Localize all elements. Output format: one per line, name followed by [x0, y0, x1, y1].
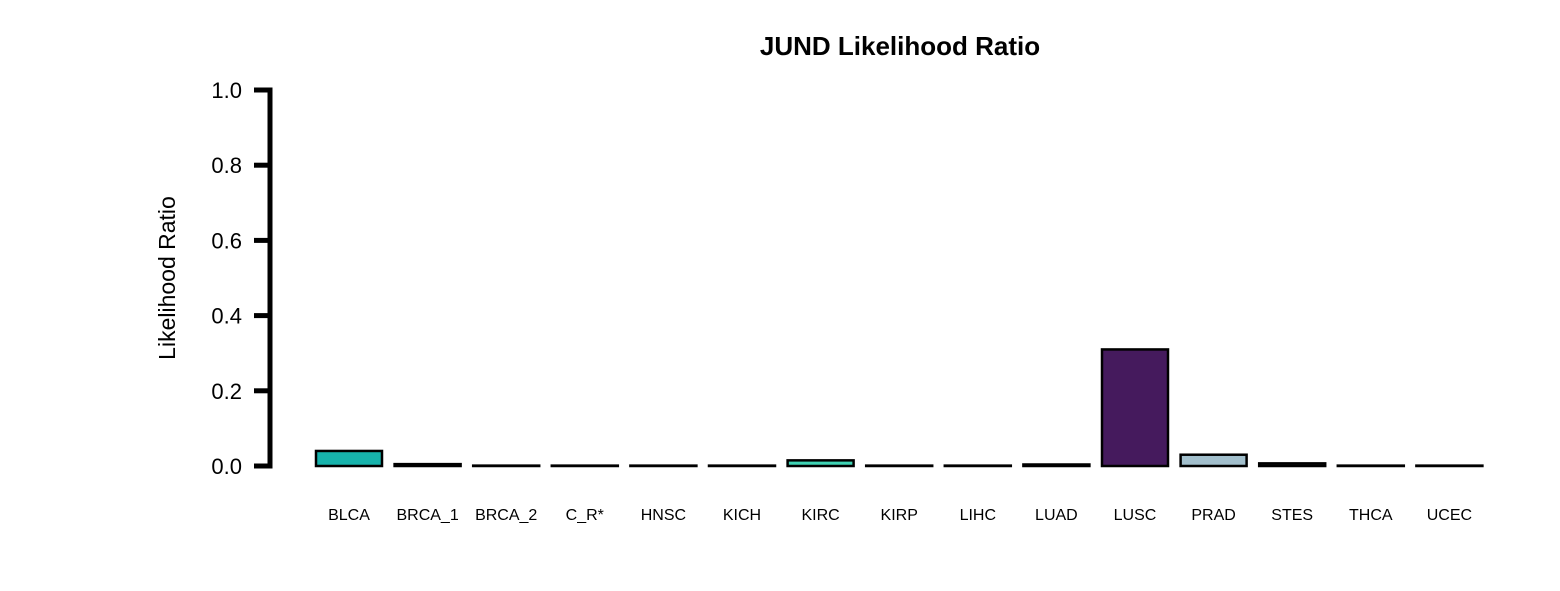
- x-tick-labels: BLCA BRCA_1 BRCA_2 C_R* HNSC KICH KIRC KIRP LIHC…: [328, 507, 1472, 524]
- bar-brca-1: [395, 464, 461, 466]
- y-tick-label: 0.2: [211, 379, 242, 404]
- bar-kirc: [788, 460, 854, 466]
- x-tick-label: PRAD: [1191, 507, 1235, 524]
- x-tick-label: C_R*: [566, 507, 604, 524]
- y-ticks: 0.0 0.2 0.4 0.6 0.8 1.0: [211, 78, 270, 479]
- x-tick-label: HNSC: [641, 507, 686, 524]
- x-tick-label: LUSC: [1114, 507, 1157, 524]
- x-tick-label: UCEC: [1427, 507, 1472, 524]
- x-tick-label: KICH: [723, 507, 761, 524]
- x-tick-label: THCA: [1349, 507, 1393, 524]
- bar-stes: [1259, 463, 1325, 466]
- y-tick-label: 0.4: [211, 304, 242, 329]
- bar-blca: [316, 451, 382, 466]
- bars: [316, 349, 1482, 466]
- x-tick-label: BRCA_1: [396, 507, 458, 524]
- y-tick-label: 0.8: [211, 153, 242, 178]
- x-tick-label: STES: [1271, 507, 1313, 524]
- y-tick-label: 0.0: [211, 454, 242, 479]
- y-tick-label: 0.6: [211, 228, 242, 253]
- y-tick-label: 1.0: [211, 78, 242, 103]
- bar-luad: [1023, 464, 1089, 466]
- x-tick-label: KIRC: [801, 507, 839, 524]
- y-axis-label: Likelihood Ratio: [154, 196, 180, 360]
- x-tick-label: LIHC: [960, 507, 996, 524]
- chart-title: JUND Likelihood Ratio: [760, 31, 1040, 61]
- x-tick-label: LUAD: [1035, 507, 1078, 524]
- x-tick-label: BLCA: [328, 507, 370, 524]
- x-tick-label: KIRP: [881, 507, 918, 524]
- x-tick-label: BRCA_2: [475, 507, 537, 524]
- bar-lusc: [1102, 349, 1168, 466]
- bar-prad: [1181, 455, 1247, 466]
